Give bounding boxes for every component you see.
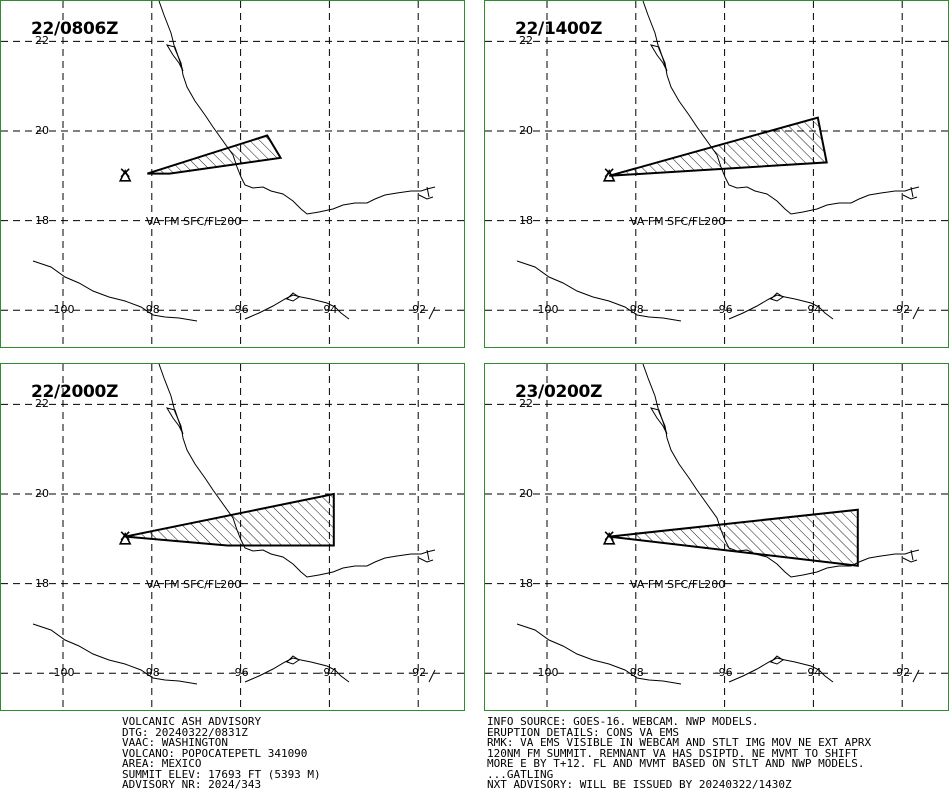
ash-cloud-polygon (147, 134, 283, 175)
longitude-label: -96 (714, 666, 733, 679)
advisory-line: RMK: VA EMS VISIBLE IN WEBCAM AND STLT I… (487, 736, 872, 749)
longitude-label: -98 (141, 666, 160, 679)
coastline (32, 364, 436, 685)
flight-level-label: VA FM SFC/FL200 (630, 215, 726, 228)
flight-level-label: VA FM SFC/FL200 (630, 578, 726, 591)
longitude-label: -92 (892, 303, 911, 316)
graticule (485, 364, 950, 712)
longitude-label: -100 (49, 303, 75, 316)
advisory-header-text: VOLCANIC ASH ADVISORY DTG: 20240322/0831… (122, 715, 321, 791)
longitude-label: -94 (803, 666, 822, 679)
map-canvas (485, 1, 950, 349)
graticule (1, 1, 466, 349)
latitude-label: 18 (35, 576, 49, 590)
map-canvas (1, 1, 466, 349)
latitude-label: 22 (35, 397, 49, 411)
flight-level-label: VA FM SFC/FL200 (146, 578, 242, 591)
advisory-line: ADVISORY NR: 2024/343 (122, 778, 262, 791)
volcano-marker (602, 531, 616, 545)
latitude-label: 20 (35, 487, 49, 500)
advisory-line: VOLCANO: POPOCATEPETL 341090 (122, 746, 308, 760)
longitude-label: -98 (141, 303, 160, 316)
longitude-label: -92 (408, 303, 427, 316)
latitude-label: 22 (35, 34, 49, 48)
longitude-label: -100 (49, 666, 75, 679)
advisory-line: VOLCANIC ASH ADVISORY (122, 715, 262, 728)
advisory-line: INFO SOURCE: GOES-16. WEBCAM. NWP MODELS… (487, 715, 759, 728)
latitude-label: 20 (35, 124, 49, 137)
longitude-label: -96 (230, 666, 249, 679)
map-canvas (485, 364, 950, 712)
advisory-details-text: INFO SOURCE: GOES-16. WEBCAM. NWP MODELS… (487, 715, 872, 791)
ash-cloud-polygon (609, 508, 859, 567)
advisory-line: AREA: MEXICO (122, 757, 202, 770)
advisory-line: NXT ADVISORY: WILL BE ISSUED BY 20240322… (487, 778, 792, 791)
map-panel: 23/0200Z 22 20 18 -100 -98 -96 -94 -92 VA FM SFC/… (484, 363, 950, 712)
longitude-label: -96 (714, 303, 733, 316)
longitude-label: -98 (625, 666, 644, 679)
flight-level-label: VA FM SFC/FL200 (146, 215, 242, 228)
longitude-label: -92 (408, 666, 427, 679)
latitude-label: 18 (519, 576, 533, 590)
latitude-label: 18 (35, 213, 49, 227)
advisory-line: MORE E BY T+12. FL AND MVMT BASED ON STL… (487, 757, 865, 770)
longitude-label: -98 (625, 303, 644, 316)
longitude-label: -96 (230, 303, 249, 316)
longitude-label: -94 (319, 666, 338, 679)
map-canvas (1, 364, 466, 712)
advisory-line: DTG: 20240322/0831Z (122, 725, 248, 739)
panel-valid-time: 23/0200Z (515, 382, 603, 402)
ash-cloud-polygon (124, 492, 335, 547)
panel-valid-time: 22/1400Z (515, 19, 603, 39)
latitude-label: 20 (519, 487, 533, 500)
volcano-marker (602, 168, 616, 182)
advisory-line: VAAC: WASHINGTON (122, 736, 228, 749)
panel-valid-time: 22/2000Z (31, 382, 119, 402)
coastline (516, 1, 920, 322)
longitude-label: -94 (803, 303, 822, 316)
map-panel: 22/1400Z 22 20 18 -100 -98 -96 -94 -92 VA FM SFC/… (484, 0, 950, 349)
ash-cloud-polygon (608, 116, 828, 177)
latitude-label: 22 (519, 397, 533, 411)
panel-valid-time: 22/0806Z (31, 19, 119, 39)
map-panel: 22/2000Z 22 20 18 -100 -98 -96 -94 -92 VA FM SFC/… (0, 363, 466, 712)
latitude-label: 20 (519, 124, 533, 137)
latitude-label: 18 (519, 213, 533, 227)
advisory-line: ERUPTION DETAILS: CONS VA EMS (487, 725, 680, 739)
coastline (32, 1, 436, 322)
advisory-line: SUMMIT ELEV: 17693 FT (5393 M) (122, 767, 321, 781)
longitude-label: -92 (892, 666, 911, 679)
latitude-label: 22 (519, 34, 533, 48)
volcano-marker (118, 168, 132, 182)
advisory-line: ...GATLING (487, 767, 554, 781)
longitude-label: -100 (533, 303, 559, 316)
longitude-label: -100 (533, 666, 559, 679)
volcano-marker (118, 531, 132, 545)
map-panel: 22/0806Z 22 20 18 -100 -98 -96 -94 -92 VA FM SFC/… (0, 0, 466, 349)
graticule (485, 1, 950, 349)
advisory-line: 120NM FM SUMMIT. REMNANT VA HAS DSIPTD. … (487, 746, 858, 760)
longitude-label: -94 (319, 303, 338, 316)
